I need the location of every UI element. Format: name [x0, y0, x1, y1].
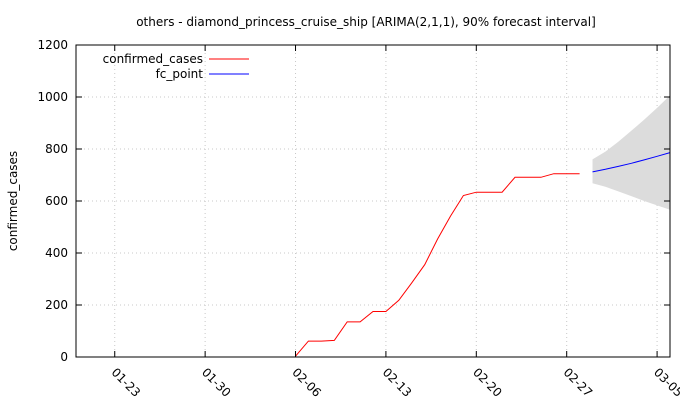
x-tick-label: 02-13 — [380, 365, 415, 400]
y-tick-label: 800 — [45, 142, 68, 156]
x-tick-label: 02-27 — [561, 365, 596, 400]
y-tick-label: 600 — [45, 194, 68, 208]
y-tick-label: 1000 — [37, 90, 68, 104]
series-layer — [295, 152, 671, 357]
x-tick-label: 02-20 — [470, 365, 505, 400]
x-tick-label: 01-30 — [199, 365, 234, 400]
x-tick-label: 01-23 — [109, 365, 144, 400]
axis-ticks: 0 200 400 600 800 1000 1200 01-23 01-30 02-06 02-1… — [37, 38, 680, 400]
series-line-fc-point — [592, 152, 671, 173]
y-tick-label: 200 — [45, 298, 68, 312]
legend: confirmed_cases fc_point — [103, 52, 249, 81]
y-axis-label: confirmed_cases — [6, 151, 20, 251]
series-line-confirmed-cases — [295, 173, 580, 357]
y-tick-label: 0 — [60, 350, 68, 364]
x-tick-label: 03-05 — [651, 365, 680, 400]
x-tick-label: 02-06 — [289, 365, 324, 400]
legend-label-fc-point: fc_point — [156, 67, 204, 81]
legend-label-confirmed-cases: confirmed_cases — [103, 52, 203, 66]
forecast-interval-band — [592, 95, 670, 210]
y-tick-label: 1200 — [37, 38, 68, 52]
grid — [76, 45, 670, 357]
y-tick-label: 400 — [45, 246, 68, 260]
chart-title: others - diamond_princess_cruise_ship [A… — [136, 15, 596, 29]
